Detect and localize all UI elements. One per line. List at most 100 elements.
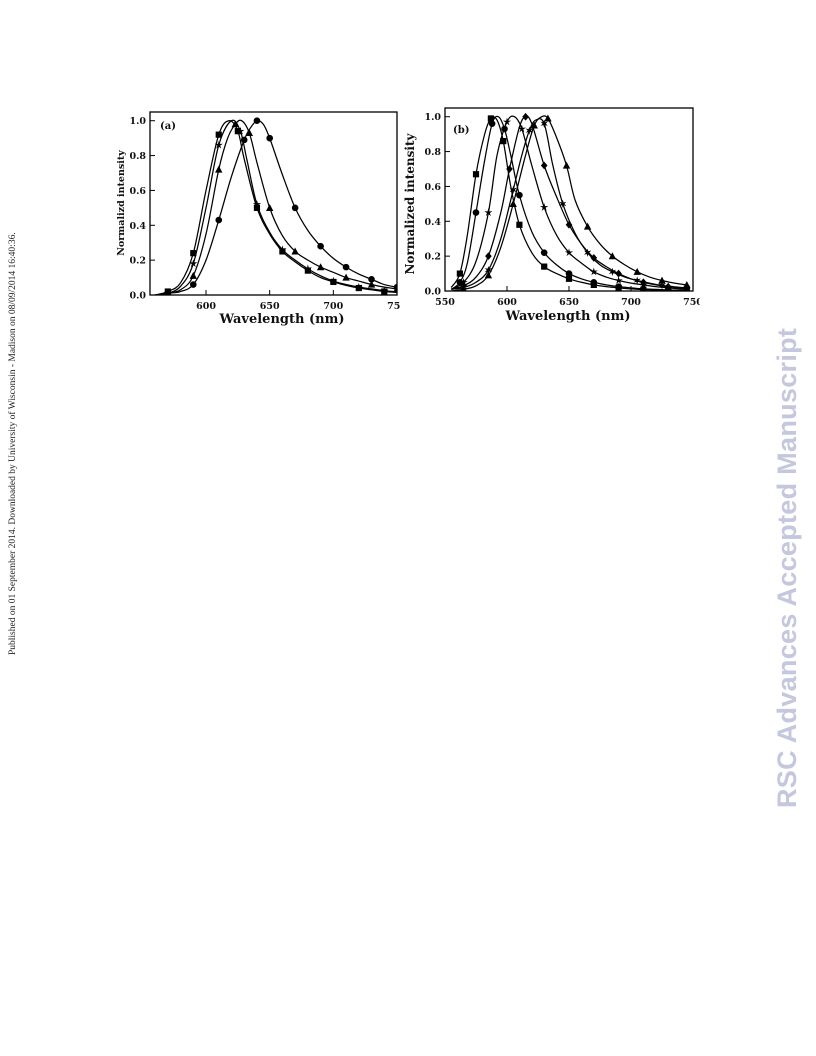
- y-tick-label: 0.6: [424, 182, 441, 193]
- data-point-circle: [240, 136, 248, 144]
- data-point-six-point-star: [633, 276, 641, 285]
- y-tick-label: 0.4: [424, 217, 441, 228]
- data-point-square: [487, 115, 494, 122]
- data-point-triangle: [316, 263, 325, 271]
- data-point-circle: [540, 249, 548, 256]
- x-tick-label: 550: [435, 297, 455, 308]
- data-point-circle: [291, 204, 299, 212]
- series-line-3: [450, 115, 687, 290]
- data-point-circle: [342, 263, 350, 271]
- data-point-circle: [472, 209, 480, 216]
- data-point-triangle: [460, 285, 467, 291]
- data-point-star: [589, 267, 598, 276]
- y-tick-label: 1.0: [129, 116, 146, 127]
- data-point-six-point-star: [525, 126, 533, 135]
- data-point-six-point-star: [583, 248, 592, 257]
- series-lines-a: [154, 119, 397, 295]
- data-point-triangle: [245, 129, 254, 137]
- panel-label-b: (b): [453, 125, 469, 136]
- data-point-circle: [317, 242, 324, 250]
- plot-frame-a: [149, 111, 398, 296]
- y-tick-label: 0.8: [129, 151, 146, 162]
- plot-frame-b: [444, 107, 694, 292]
- data-point-six-point-star: [509, 185, 517, 195]
- x-ticks-a: 600 650 700 750: [196, 290, 400, 312]
- x-tick-label: 600: [497, 297, 517, 308]
- data-point-square: [234, 128, 241, 135]
- y-tick-label: 0.2: [424, 252, 441, 263]
- data-point-circle: [189, 281, 197, 288]
- data-point-star: [189, 259, 198, 268]
- data-point-diamond: [485, 252, 492, 261]
- data-point-diamond: [640, 278, 647, 287]
- data-point-star: [564, 248, 574, 257]
- data-point-square: [456, 270, 463, 277]
- series-line-4: [451, 115, 687, 290]
- data-point-triangle: [367, 280, 376, 288]
- y-axis-label-b: Normalized intensity: [403, 133, 417, 275]
- data-point-star: [252, 200, 262, 208]
- data-point-triangle: [231, 120, 240, 128]
- y-tick-label: 0.6: [129, 186, 146, 197]
- data-point-diamond: [565, 220, 573, 229]
- series-line-1: [450, 116, 687, 291]
- data-point-six-point-star: [559, 199, 567, 209]
- series-line-1: [154, 120, 397, 295]
- data-point-star: [502, 117, 512, 126]
- data-point-six-point-star: [484, 265, 493, 275]
- data-point-square: [565, 275, 573, 282]
- data-point-triangle: [484, 271, 493, 279]
- data-point-square: [190, 250, 197, 257]
- data-point-triangle: [562, 161, 571, 169]
- x-tick-label: 650: [260, 301, 280, 312]
- data-point-square: [215, 131, 222, 138]
- data-point-circle: [488, 120, 496, 127]
- data-point-star: [278, 245, 287, 254]
- x-tick-label: 700: [323, 301, 343, 312]
- y-ticks-b: 0.0 0.2 0.4 0.6 0.8 1.0: [424, 112, 450, 298]
- data-point-triangle: [658, 276, 666, 284]
- data-point-circle: [164, 289, 172, 295]
- series-line-2: [155, 119, 397, 295]
- x-tick-label: 750: [683, 297, 700, 308]
- data-point-diamond: [664, 282, 672, 291]
- data-point-triangle: [265, 203, 274, 211]
- y-ticks-a: 0.0 0.2 0.4 0.6 0.8 1.0: [129, 116, 155, 302]
- y-tick-label: 0.0: [129, 291, 146, 302]
- data-point-diamond: [506, 165, 513, 173]
- data-point-triangle: [683, 281, 691, 288]
- data-point-circle: [393, 283, 397, 291]
- data-point-diamond: [522, 112, 529, 121]
- data-point-star: [614, 276, 623, 285]
- data-point-triangle: [633, 267, 641, 275]
- data-point-square: [541, 263, 548, 270]
- data-point-circle: [590, 278, 598, 286]
- x-axis-label-a: Wavelength (nm): [219, 312, 345, 326]
- x-tick-label: 600: [196, 301, 216, 312]
- data-point-circle: [501, 125, 508, 133]
- series-lines-b: [450, 115, 687, 291]
- x-tick-label: 750: [387, 301, 400, 312]
- chart-panel-a: 600 650 700 750 0.0 0.2 0.4 0.6 0.8 1.0 (a) Wave…: [116, 111, 400, 326]
- x-tick-label: 650: [559, 297, 579, 308]
- data-point-circle: [215, 216, 223, 224]
- data-point-circle: [516, 191, 523, 199]
- data-point-triangle: [608, 252, 617, 260]
- data-point-triangle: [544, 114, 552, 122]
- data-point-triangle: [189, 271, 197, 279]
- data-point-diamond: [540, 161, 548, 170]
- data-point-star: [540, 203, 549, 211]
- series-line-3: [155, 119, 397, 295]
- data-point-star: [354, 282, 363, 291]
- data-point-triangle: [342, 273, 350, 281]
- data-point-star: [214, 140, 223, 149]
- data-point-square: [516, 221, 523, 228]
- series-line-5: [451, 118, 687, 290]
- data-point-six-point-star: [540, 119, 548, 128]
- data-point-six-point-star: [658, 281, 666, 290]
- data-point-circle: [565, 270, 573, 277]
- panel-label-a: (a): [160, 121, 176, 132]
- y-tick-label: 0.4: [129, 221, 146, 232]
- data-point-six-point-star: [608, 267, 617, 277]
- series-markers-a: [163, 117, 397, 295]
